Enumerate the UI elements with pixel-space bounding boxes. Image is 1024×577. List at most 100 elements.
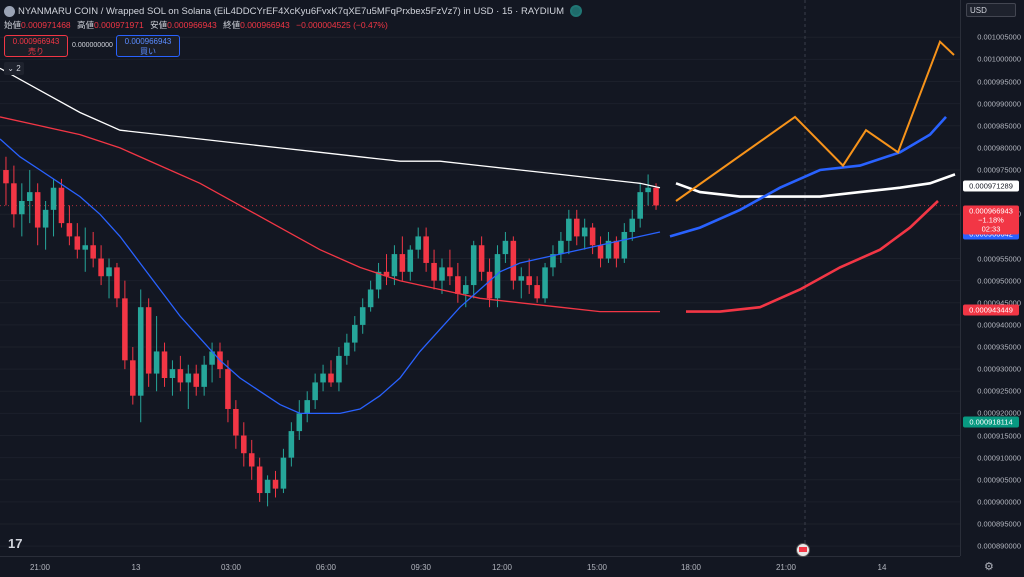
projection-blue-line [669,116,947,238]
candle-body [415,236,421,250]
candle-body [447,267,453,277]
change-value: −0.000004525 (−0.47%) [296,20,388,30]
candle-body [320,373,326,383]
candle-body [344,342,350,356]
symbol-header[interactable]: NYANMARU COIN / Wrapped SOL on Solana (E… [4,4,583,18]
candle-body [566,218,572,241]
moving-average-lines [0,67,661,415]
price-tick: 0.000955000 [977,254,1021,264]
price-tick: 0.000920000 [977,408,1021,418]
currency-selector[interactable]: USD [966,3,1016,17]
time-tick: 12:00 [491,563,513,572]
price-tick: 0.000905000 [977,475,1021,485]
projection-white-line [675,173,956,198]
time-axis[interactable]: 21:00 13 03:00 06:00 09:30 12:00 15:00 18:00 21:… [0,556,960,577]
candle-body [11,183,17,215]
candle-body [34,192,41,228]
sell-button[interactable]: 0.000966943 売り [4,35,68,57]
candle-body [145,307,152,374]
candle-body [233,408,239,436]
current-price-countdown: 02:33 [981,224,1001,234]
candle-body [383,271,390,277]
candle-body [367,289,374,308]
projection-red-line [686,200,939,313]
ma-blue-line [0,138,661,415]
sell-price: 0.000966943 [12,37,60,46]
candle-body [518,276,525,281]
candle-body [558,240,564,255]
candle-series [3,156,659,507]
candle-body [486,271,493,299]
candle-body [629,218,636,232]
candle-body [209,351,215,365]
chart-grid [0,0,960,556]
candle-body [153,351,160,374]
spread-value: 0.000000000 [72,42,113,49]
us-flag-event-icon[interactable] [796,543,810,557]
ma-white-line [0,67,661,189]
candle-body [193,373,200,387]
ohlc-row: 始値0.000971468 高値0.000971971 安値0.00096694… [4,19,392,31]
candle-body [288,431,295,458]
candle-body [312,382,318,401]
time-tick: 18:00 [680,563,702,572]
price-axis[interactable]: 0.001005000 0.001000000 0.000995000 0.00099… [960,0,1024,556]
settings-gear-icon[interactable]: ⚙ [984,561,994,573]
time-tick: 06:00 [315,563,337,572]
candle-body [241,435,247,454]
candle-body [296,413,303,432]
forecast-arrow-line [675,39,955,202]
price-tick: 0.000895000 [977,519,1021,529]
price-tick: 0.000935000 [977,342,1021,352]
candle-body [130,360,136,396]
candle-body [439,267,445,281]
high-label: 高値 [77,20,95,30]
candle-body [550,254,556,268]
ma-red-line [0,116,660,313]
indicators-toggle[interactable]: ⌄ 2 [4,62,24,75]
candle-body [637,192,643,219]
buy-button[interactable]: 0.000966943 買い [116,35,180,57]
candle-body [359,307,366,325]
tradingview-logo-icon[interactable]: 17 [8,536,23,551]
candle-body [502,240,509,255]
close-label: 終値 [223,20,241,30]
candle-body [423,236,429,263]
price-chart[interactable] [0,0,960,556]
time-tick: 21:00 [775,563,797,572]
candle-body [597,245,604,259]
candle-body [478,245,485,272]
candle-body [74,236,81,250]
price-tick: 0.000975000 [977,165,1021,175]
candle-body [90,245,96,259]
low-value: 0.000966943 [167,20,217,30]
candle-body [589,227,596,246]
candle-body [3,170,9,184]
candle-body [185,373,192,383]
market-status-icon [570,5,583,17]
candle-body [621,231,628,259]
price-tick: 0.000980000 [977,143,1021,153]
red-ma-price-label: 0.000943449 [963,304,1019,316]
candle-body [169,369,176,378]
candle-body [613,240,620,259]
sell-label: 売り [28,47,44,56]
candle-body [26,192,33,201]
current-price-current-change: −1.18% [978,215,1004,225]
candle-body [42,209,49,228]
high-value: 0.000971971 [94,20,144,30]
candle-body [605,240,612,259]
candle-body [581,227,588,237]
price-tick: 0.000985000 [977,121,1021,131]
candle-body [645,187,651,193]
candle-body [352,324,358,343]
price-tick: 0.001005000 [977,32,1021,42]
candle-body [272,479,279,489]
price-tick: 0.000925000 [977,386,1021,396]
candle-body [264,479,271,494]
current-price-current-price: 0.000966943 [969,206,1013,216]
candle-body [526,276,532,286]
buy-label: 買い [140,47,156,56]
candle-body [82,245,89,250]
candle-body [225,369,231,409]
